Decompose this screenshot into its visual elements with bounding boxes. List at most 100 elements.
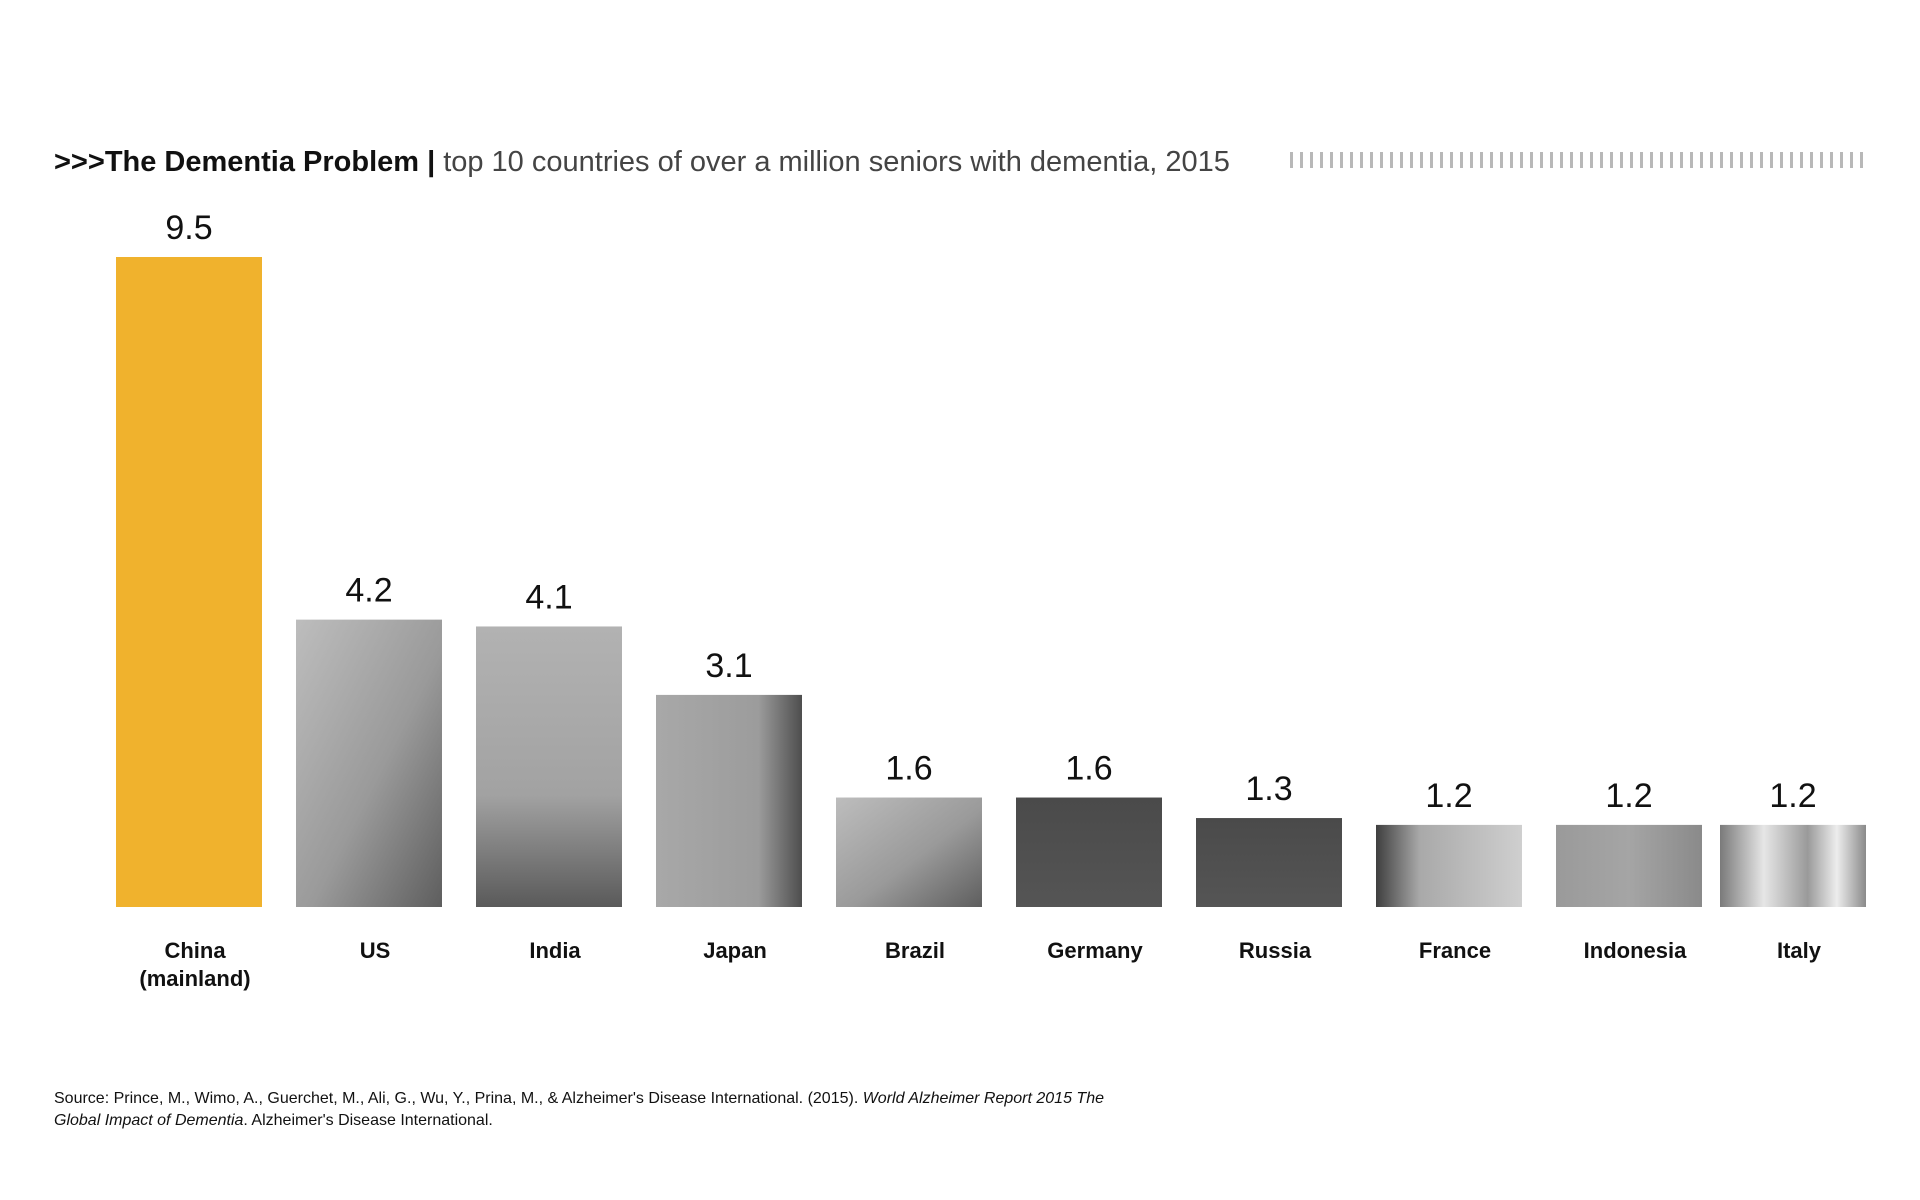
category-label: India [529, 938, 581, 963]
tick-strip-mark [1800, 152, 1803, 168]
bar [1720, 824, 1866, 907]
bar [296, 619, 442, 907]
bar [1376, 824, 1522, 907]
tick-strip-mark [1720, 152, 1723, 168]
tick-strip-mark [1450, 152, 1453, 168]
bar [656, 694, 802, 907]
source-prefix: Source: Prince, M., Wimo, A., Guerchet, … [54, 1090, 863, 1107]
tick-strip-mark [1670, 152, 1673, 168]
category-label: Italy [1777, 938, 1822, 963]
source-suffix: . Alzheimer's Disease International. [243, 1112, 493, 1129]
category-label-line: Brazil [885, 938, 945, 963]
tick-strip-mark [1440, 152, 1443, 168]
title-prefix: >>> [54, 146, 105, 178]
data-label: 1.2 [1605, 777, 1652, 815]
category-label-line: China [164, 938, 226, 963]
tick-strip-mark [1390, 152, 1393, 168]
category-label-line: Germany [1047, 938, 1143, 963]
tick-strip-mark [1740, 152, 1743, 168]
title-main: The Dementia Problem [105, 146, 419, 178]
category-label: China (mainland) [139, 938, 250, 991]
chart-subtitle: top 10 countries of over a million senio… [443, 146, 1230, 178]
category-label-line: US [360, 938, 391, 963]
data-label: 4.2 [345, 572, 392, 610]
tick-strip-mark [1510, 152, 1513, 168]
tick-strip-mark [1650, 152, 1653, 168]
tick-strip-mark [1480, 152, 1483, 168]
data-label: 4.1 [525, 578, 572, 616]
tick-strip-mark [1810, 152, 1813, 168]
bar [1196, 818, 1342, 907]
category-label-line: Japan [703, 938, 767, 963]
tick-strip-mark [1460, 152, 1463, 168]
tick-strip-mark [1520, 152, 1523, 168]
tick-strip-mark [1840, 152, 1843, 168]
category-label-line: (mainland) [139, 966, 250, 991]
data-label: 3.1 [705, 647, 752, 685]
source-note: Source: Prince, M., Wimo, A., Guerchet, … [54, 1088, 1114, 1132]
labels-layer: 9.5 China (mainland) 4.2 US 4.1 India 3.1 Japan 1… [139, 209, 1821, 991]
tick-strip-mark [1360, 152, 1363, 168]
category-label-line: Italy [1777, 938, 1822, 963]
tick-strip-mark [1290, 152, 1293, 168]
tick-strip-mark [1780, 152, 1783, 168]
tick-strip-mark [1750, 152, 1753, 168]
category-label: Japan [703, 938, 767, 963]
tick-strip-mark [1400, 152, 1403, 168]
tick-strip-mark [1350, 152, 1353, 168]
bar [1016, 797, 1162, 907]
category-label: Brazil [885, 938, 945, 963]
tick-strip-mark [1340, 152, 1343, 168]
data-label: 1.2 [1425, 777, 1472, 815]
category-label: US [360, 938, 391, 963]
data-label: 1.3 [1245, 770, 1292, 808]
tick-strip-mark [1610, 152, 1613, 168]
tick-strip-mark [1310, 152, 1313, 168]
category-label: Germany [1047, 938, 1143, 963]
data-label: 9.5 [165, 209, 212, 247]
tick-strip-mark [1490, 152, 1493, 168]
tick-strip-mark [1820, 152, 1823, 168]
tick-strip-mark [1680, 152, 1683, 168]
tick-strip-mark [1320, 152, 1323, 168]
tick-strip-mark [1550, 152, 1553, 168]
tick-strip-mark [1860, 152, 1863, 168]
tick-strip-mark [1470, 152, 1473, 168]
tick-strip-mark [1830, 152, 1833, 168]
tick-strip-mark [1710, 152, 1713, 168]
tick-strip-mark [1370, 152, 1373, 168]
bar [1556, 824, 1702, 907]
tick-strip-mark [1590, 152, 1593, 168]
data-label: 1.6 [885, 750, 932, 788]
bar [116, 257, 262, 907]
tick-strip-mark [1730, 152, 1733, 168]
category-label-line: Indonesia [1584, 938, 1687, 963]
tick-strip-mark [1530, 152, 1533, 168]
tick-strip-mark [1410, 152, 1413, 168]
chart-title: >>>The Dementia Problem | top 10 countries… [54, 146, 1230, 178]
tick-strip-mark [1580, 152, 1583, 168]
tick-strip-mark [1850, 152, 1853, 168]
tick-strip-mark [1380, 152, 1383, 168]
tick-strip-mark [1430, 152, 1433, 168]
category-label-line: France [1419, 938, 1491, 963]
tick-strip-mark [1500, 152, 1503, 168]
tick-strip-mark [1790, 152, 1793, 168]
category-label-line: India [529, 938, 581, 963]
tick-strip-mark [1540, 152, 1543, 168]
tick-strip-mark [1770, 152, 1773, 168]
tick-strip-mark [1690, 152, 1693, 168]
bar [836, 797, 982, 907]
category-label: Russia [1239, 938, 1312, 963]
title-separator: | [427, 146, 435, 178]
bar [476, 626, 622, 907]
category-label: France [1419, 938, 1491, 963]
tick-strip-mark [1600, 152, 1603, 168]
tick-strip-mark [1700, 152, 1703, 168]
tick-strip-mark [1560, 152, 1563, 168]
tick-strip-mark [1570, 152, 1573, 168]
source-title: World Alzheimer Report 2015 The Global I… [54, 1090, 1104, 1129]
tick-strip-mark [1330, 152, 1333, 168]
